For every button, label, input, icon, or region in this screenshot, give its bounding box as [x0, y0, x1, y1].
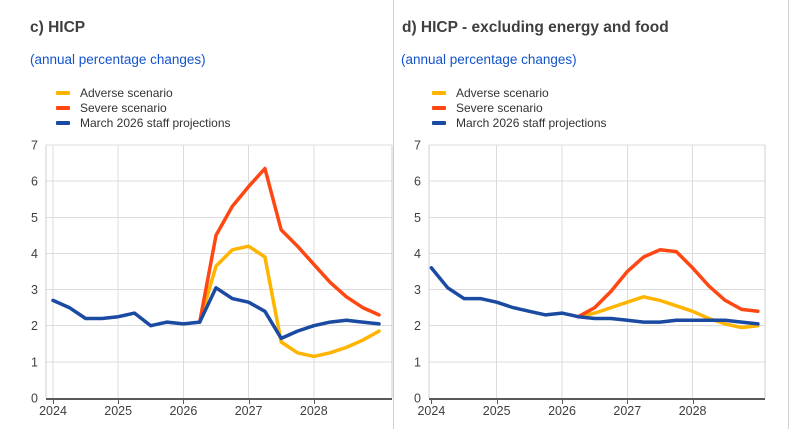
x-tick-label: 2026	[548, 404, 576, 418]
hicp-line-chart: 2024 2025 2026 2027 2028 0 1 2 3 4 5 6 7	[31, 139, 393, 418]
x-axis: 2024 2025 2026 2027 2028	[39, 398, 392, 418]
legend-swatch-icon	[56, 90, 70, 95]
right-edge-border	[788, 0, 789, 429]
y-tick-label: 3	[414, 283, 421, 297]
legend-swatch-icon	[432, 105, 446, 110]
y-tick-label: 7	[414, 139, 421, 153]
y-tick-label: 5	[414, 211, 421, 225]
x-tick-label: 2025	[483, 404, 511, 418]
legend-item: Severe scenario	[432, 100, 607, 115]
x-tick-label: 2025	[104, 404, 132, 418]
y-tick-label: 2	[31, 319, 38, 333]
legend-label: Severe scenario	[456, 100, 543, 115]
y-tick-label: 3	[31, 283, 38, 297]
series-line-march-2026-staff-projections	[51, 286, 381, 341]
x-tick-label: 2024	[417, 404, 445, 418]
panel-hicp: c) HICP (annual percentage changes) Adve…	[0, 0, 393, 429]
legend-label: March 2026 staff projections	[80, 115, 231, 130]
legend-item: Severe scenario	[56, 100, 231, 115]
legend-label: Adverse scenario	[456, 85, 549, 100]
legend-label: Adverse scenario	[80, 85, 173, 100]
y-tick-label: 0	[31, 392, 38, 406]
x-tick-label: 2027	[235, 404, 263, 418]
legend-label: March 2026 staff projections	[456, 115, 607, 130]
plot-frame	[428, 145, 766, 398]
y-tick-label: 2	[414, 319, 421, 333]
x-tick-label: 2028	[679, 404, 707, 418]
legend-hicp: Adverse scenario Severe scenario March 202…	[56, 85, 231, 130]
legend-item: Adverse scenario	[56, 85, 231, 100]
series-line-adverse-scenario	[576, 295, 760, 330]
plot-frame	[45, 145, 393, 398]
panel-hicp-excl-energy-food: d) HICP - excluding energy and food (ann…	[395, 0, 789, 429]
chart-title-hicp-excl: d) HICP - excluding energy and food	[402, 18, 669, 36]
y-tick-label: 0	[414, 392, 421, 406]
legend-swatch-icon	[56, 120, 70, 125]
gridlines	[46, 144, 392, 398]
x-tick-label: 2027	[613, 404, 641, 418]
y-tick-label: 1	[414, 355, 421, 369]
y-tick-label: 1	[31, 355, 38, 369]
legend-swatch-icon	[56, 105, 70, 110]
series-line-severe-scenario	[576, 248, 760, 319]
gridlines	[429, 144, 765, 398]
y-tick-label: 4	[414, 247, 421, 261]
legend-label: Severe scenario	[80, 100, 167, 115]
legend-item: March 2026 staff projections	[432, 115, 607, 130]
x-tick-label: 2026	[169, 404, 197, 418]
y-tick-label: 6	[31, 175, 38, 189]
legend-swatch-icon	[432, 120, 446, 125]
series-line-adverse-scenario	[197, 244, 381, 359]
chart-subtitle-hicp: (annual percentage changes)	[30, 52, 206, 67]
series-line-severe-scenario	[197, 166, 381, 324]
x-tick-label: 2024	[39, 404, 67, 418]
y-tick-label: 6	[414, 175, 421, 189]
legend-hicp-excl: Adverse scenario Severe scenario March 202…	[432, 85, 607, 130]
legend-item: Adverse scenario	[432, 85, 607, 100]
series-line-march-2026-staff-projections	[429, 266, 760, 326]
hicp-excl-line-chart: 2024 2025 2026 2027 2028 0 1 2 3 4 5 6 7	[414, 139, 766, 418]
x-axis: 2024 2025 2026 2027 2028	[417, 398, 765, 418]
panel-divider	[393, 0, 394, 429]
y-tick-label: 7	[31, 139, 38, 153]
y-axis: 0 1 2 3 4 5 6 7	[414, 139, 421, 406]
chart-subtitle-hicp-excl: (annual percentage changes)	[401, 52, 577, 67]
x-tick-label: 2028	[300, 404, 328, 418]
y-tick-label: 4	[31, 247, 38, 261]
legend-item: March 2026 staff projections	[56, 115, 231, 130]
y-axis: 0 1 2 3 4 5 6 7	[31, 139, 38, 406]
y-tick-label: 5	[31, 211, 38, 225]
legend-swatch-icon	[432, 90, 446, 95]
chart-title-hicp: c) HICP	[30, 18, 86, 36]
